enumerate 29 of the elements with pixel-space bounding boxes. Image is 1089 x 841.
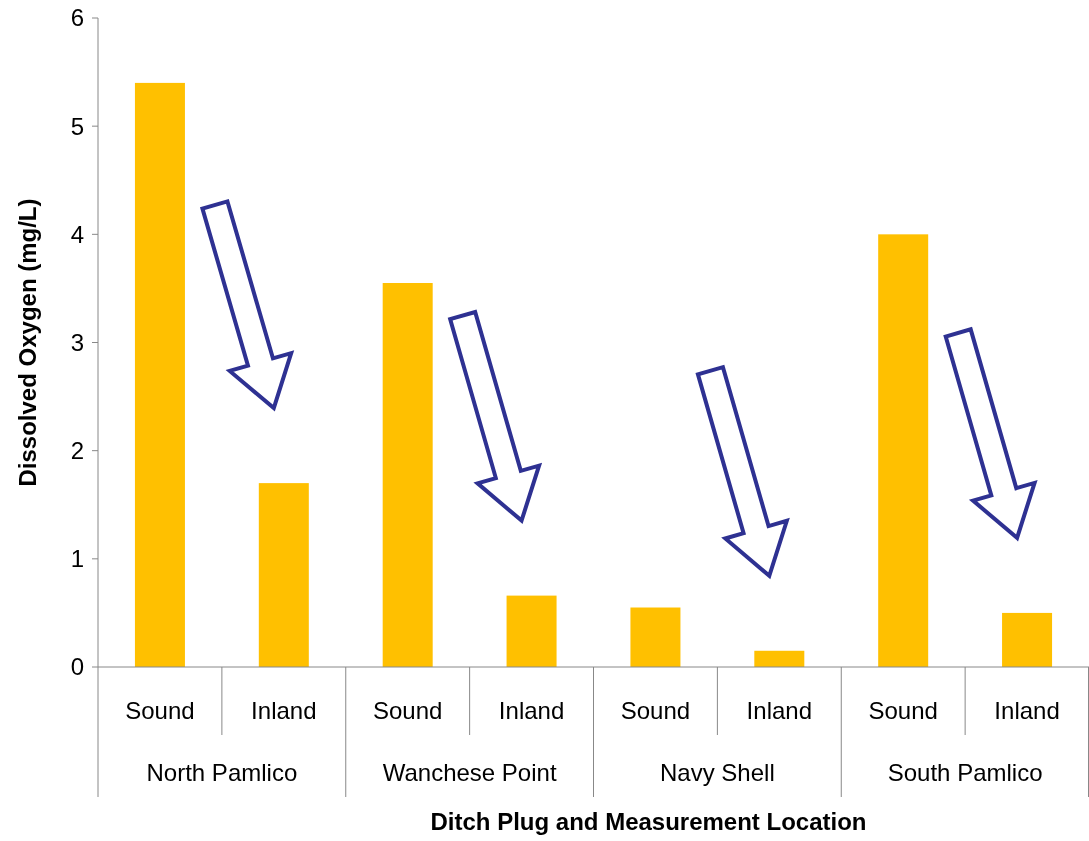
x-tick-label: Inland	[746, 697, 813, 725]
y-tick-label: 6	[70, 4, 84, 32]
x-axis-title: Ditch Plug and Measurement Location	[430, 808, 867, 836]
x-tick-label: Inland	[498, 697, 565, 725]
bar	[258, 483, 309, 667]
y-tick-label: 2	[70, 437, 84, 465]
y-tick-label: 5	[70, 112, 84, 140]
bar	[878, 234, 929, 667]
x-tick-label: Inland	[251, 697, 317, 725]
text: Navy Shell	[660, 759, 775, 787]
x-tick-label: Sound	[868, 697, 938, 725]
x-tick-label: Sound	[620, 697, 691, 725]
x-tick-label: Sound	[372, 697, 443, 725]
y-tick-label: 4	[70, 220, 84, 248]
x-tick-label: Inland	[994, 697, 1060, 725]
y-tick-label: 3	[70, 328, 84, 356]
bar	[630, 607, 681, 667]
bar	[382, 283, 433, 667]
text: North Pamlico	[146, 759, 298, 787]
y-tick-label: 1	[70, 545, 84, 573]
bar	[134, 82, 185, 667]
bar	[506, 595, 557, 667]
x-tick-label: Sound	[125, 697, 195, 725]
y-tick-label: 0	[70, 653, 84, 681]
text: South Pamlico	[887, 759, 1043, 787]
bar	[754, 650, 805, 667]
y-axis-title: Dissolved Oxygen (mg/L)	[14, 198, 42, 487]
text: Wanchese Point	[382, 759, 557, 787]
bar	[1002, 612, 1053, 667]
